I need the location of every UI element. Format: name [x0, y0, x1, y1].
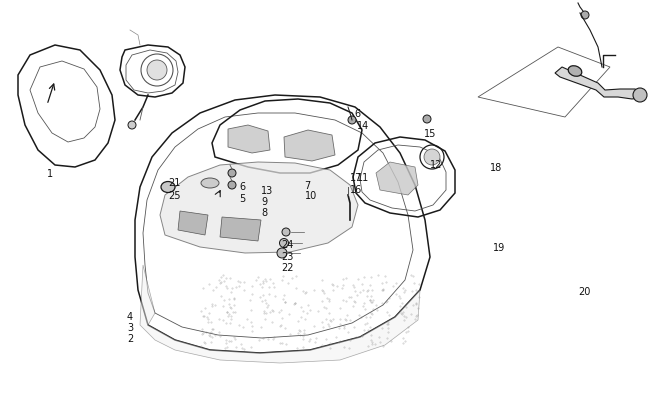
Text: 15: 15	[424, 129, 436, 139]
Circle shape	[423, 116, 431, 124]
Polygon shape	[555, 68, 640, 100]
Circle shape	[228, 181, 236, 190]
Text: 20: 20	[578, 286, 590, 296]
Ellipse shape	[568, 66, 582, 77]
Text: 6: 6	[239, 181, 245, 192]
Circle shape	[277, 248, 287, 258]
Text: 22: 22	[281, 262, 294, 272]
Polygon shape	[178, 211, 208, 235]
Circle shape	[633, 89, 647, 103]
Polygon shape	[228, 126, 270, 153]
Circle shape	[424, 149, 440, 166]
Text: 5: 5	[239, 194, 245, 203]
Text: 17: 17	[350, 173, 363, 183]
Text: 24: 24	[281, 239, 293, 249]
Text: 8: 8	[261, 207, 267, 217]
Text: 1: 1	[47, 168, 53, 179]
Polygon shape	[160, 162, 358, 254]
Text: 12: 12	[430, 160, 443, 170]
Circle shape	[581, 12, 589, 20]
Polygon shape	[220, 217, 261, 241]
Circle shape	[280, 239, 289, 248]
Text: 13: 13	[261, 185, 273, 196]
Circle shape	[348, 117, 356, 125]
Text: 6: 6	[354, 109, 360, 119]
Circle shape	[282, 228, 290, 237]
Text: 18: 18	[490, 162, 502, 173]
Text: 14: 14	[357, 121, 369, 131]
Ellipse shape	[201, 179, 219, 189]
Text: 19: 19	[493, 243, 505, 252]
Text: 11: 11	[357, 173, 369, 183]
Text: 4: 4	[127, 311, 133, 321]
Text: 21: 21	[168, 177, 181, 188]
Text: 2: 2	[127, 333, 133, 343]
Polygon shape	[284, 131, 335, 162]
Polygon shape	[140, 265, 420, 363]
Ellipse shape	[161, 182, 175, 193]
Text: 9: 9	[261, 196, 267, 207]
Circle shape	[128, 122, 136, 130]
Text: 25: 25	[168, 190, 181, 200]
Text: 10: 10	[305, 190, 317, 200]
Circle shape	[147, 61, 167, 81]
Text: 23: 23	[281, 252, 293, 261]
Text: 7: 7	[304, 181, 310, 190]
Text: 16: 16	[350, 185, 362, 194]
Circle shape	[228, 170, 236, 177]
Polygon shape	[376, 162, 418, 196]
Text: 3: 3	[127, 322, 133, 332]
